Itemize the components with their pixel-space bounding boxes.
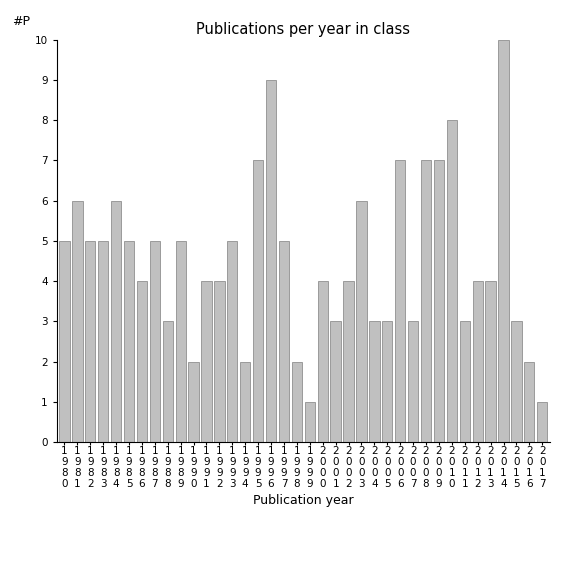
Bar [292, 362, 302, 442]
Bar [408, 321, 418, 442]
Bar [201, 281, 211, 442]
Bar [150, 241, 160, 442]
Bar [188, 362, 199, 442]
Bar [214, 281, 225, 442]
Bar [124, 241, 134, 442]
Bar [460, 321, 470, 442]
Bar [344, 281, 354, 442]
X-axis label: Publication year: Publication year [253, 494, 354, 507]
Bar [253, 160, 263, 442]
Bar [485, 281, 496, 442]
Bar [434, 160, 444, 442]
Bar [72, 201, 83, 442]
Bar [524, 362, 535, 442]
Bar [240, 362, 251, 442]
Bar [163, 321, 173, 442]
Bar [137, 281, 147, 442]
Title: Publications per year in class: Publications per year in class [196, 22, 411, 37]
Bar [447, 120, 457, 442]
Bar [318, 281, 328, 442]
Bar [111, 201, 121, 442]
Bar [98, 241, 108, 442]
Bar [266, 80, 276, 442]
Bar [85, 241, 95, 442]
Bar [356, 201, 367, 442]
Bar [227, 241, 238, 442]
Bar [382, 321, 392, 442]
Bar [331, 321, 341, 442]
Bar [279, 241, 289, 442]
Bar [395, 160, 405, 442]
Bar [369, 321, 379, 442]
Bar [537, 402, 547, 442]
Bar [421, 160, 431, 442]
Bar [498, 40, 509, 442]
Bar [304, 402, 315, 442]
Bar [176, 241, 186, 442]
Bar [60, 241, 70, 442]
Text: #P: #P [12, 15, 30, 28]
Bar [511, 321, 522, 442]
Bar [472, 281, 483, 442]
